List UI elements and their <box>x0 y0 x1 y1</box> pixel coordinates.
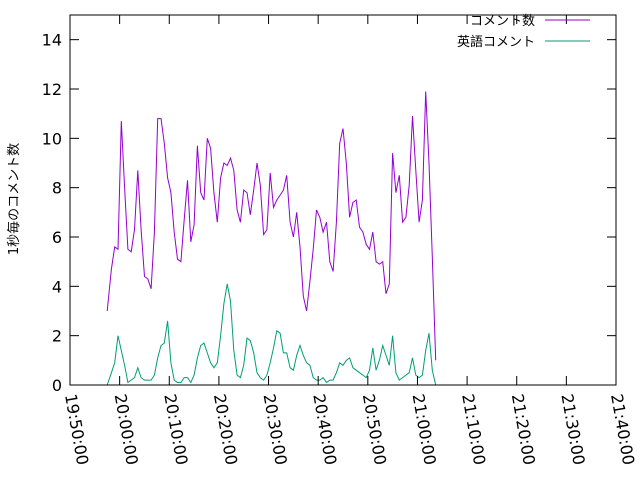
plot-frame <box>69 14 617 386</box>
y-tick-label: 8 <box>52 179 62 198</box>
y-tick-label: 4 <box>52 277 62 296</box>
y-axis-title: 1秒毎のコメント数 <box>6 143 22 255</box>
series-line-1 <box>106 91 437 361</box>
legend-label-2: 英語コメント <box>457 34 535 50</box>
y-tick-label: 2 <box>52 327 62 346</box>
legend-label-1: コメント数 <box>470 14 535 29</box>
y-tick-label: 6 <box>52 228 62 247</box>
plot-area <box>106 91 437 386</box>
series-line-2 <box>106 283 437 386</box>
y-tick-label: 0 <box>52 376 62 395</box>
y-tick-label: 14 <box>42 31 62 50</box>
y-tick-label: 10 <box>42 129 62 148</box>
y-tick-label: 12 <box>42 80 62 99</box>
